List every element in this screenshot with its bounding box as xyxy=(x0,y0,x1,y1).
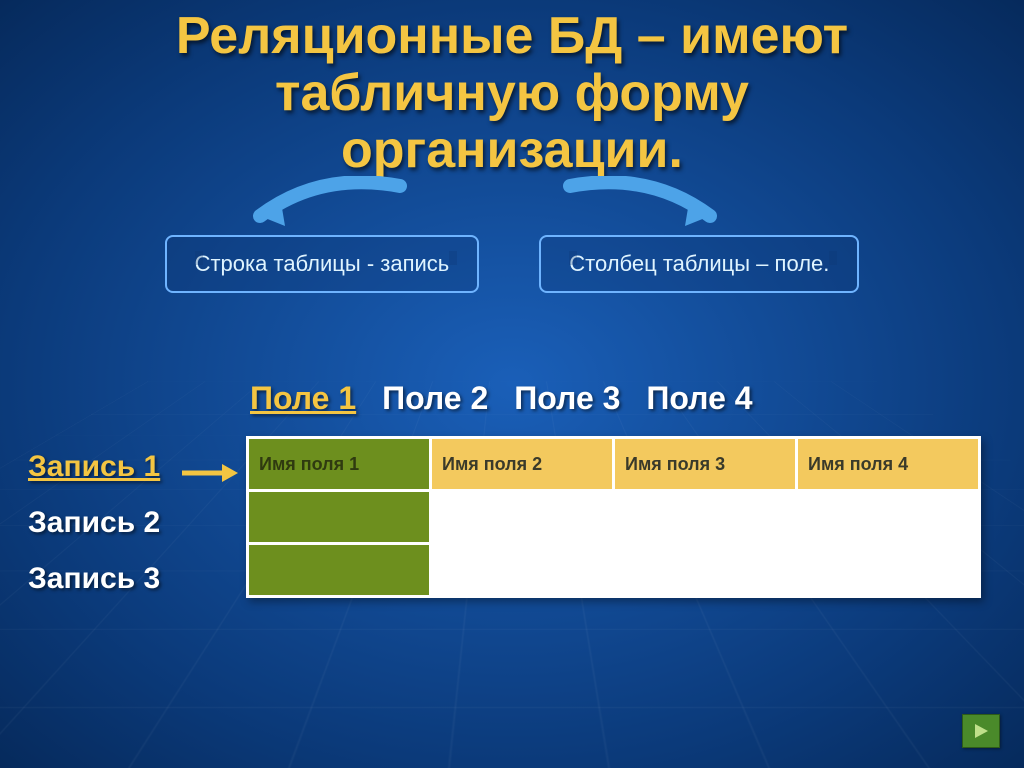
info-boxes-row: Строка таблицы - запись Столбец таблицы … xyxy=(0,235,1024,293)
table-cell xyxy=(249,492,429,542)
table-header-4: Имя поля 4 xyxy=(798,439,978,489)
field-header-4: Поле 4 xyxy=(646,380,752,417)
play-icon xyxy=(972,722,990,740)
record-label-1: Запись 1 xyxy=(28,450,160,484)
curved-arrows-row xyxy=(0,180,1024,235)
table-row xyxy=(249,492,978,542)
field-header-3: Поле 3 xyxy=(514,380,620,417)
column-definition-box: Столбец таблицы – поле. xyxy=(539,235,859,293)
table-cell xyxy=(615,545,795,595)
record-labels: Запись 1 Запись 2 Запись 3 xyxy=(28,450,160,618)
table-cell xyxy=(798,545,978,595)
slide-title: Реляционные БД – имеют табличную форму о… xyxy=(0,0,1024,180)
field-header-2: Поле 2 xyxy=(382,380,488,417)
record-arrow-icon xyxy=(180,458,240,488)
title-line-2: табличную форму xyxy=(275,64,749,122)
title-line-1: Реляционные БД – имеют xyxy=(176,7,848,65)
example-table: Имя поля 1 Имя поля 2 Имя поля 3 Имя пол… xyxy=(246,436,981,598)
title-line-3: организации. xyxy=(341,121,683,179)
table-cell xyxy=(249,545,429,595)
table-cell xyxy=(432,492,612,542)
table-header-2: Имя поля 2 xyxy=(432,439,612,489)
record-label-2: Запись 2 xyxy=(28,506,160,540)
next-slide-button[interactable] xyxy=(962,714,1000,748)
table-header-row: Имя поля 1 Имя поля 2 Имя поля 3 Имя пол… xyxy=(249,439,978,489)
field-headers: Поле 1 Поле 2 Поле 3 Поле 4 xyxy=(250,380,753,417)
table-cell xyxy=(615,492,795,542)
table-cell xyxy=(432,545,612,595)
row-definition-box: Строка таблицы - запись xyxy=(165,235,480,293)
table-row xyxy=(249,545,978,595)
field-header-1: Поле 1 xyxy=(250,380,356,417)
table-header-3: Имя поля 3 xyxy=(615,439,795,489)
record-label-3: Запись 3 xyxy=(28,562,160,596)
table-cell xyxy=(798,492,978,542)
table-header-1: Имя поля 1 xyxy=(249,439,429,489)
